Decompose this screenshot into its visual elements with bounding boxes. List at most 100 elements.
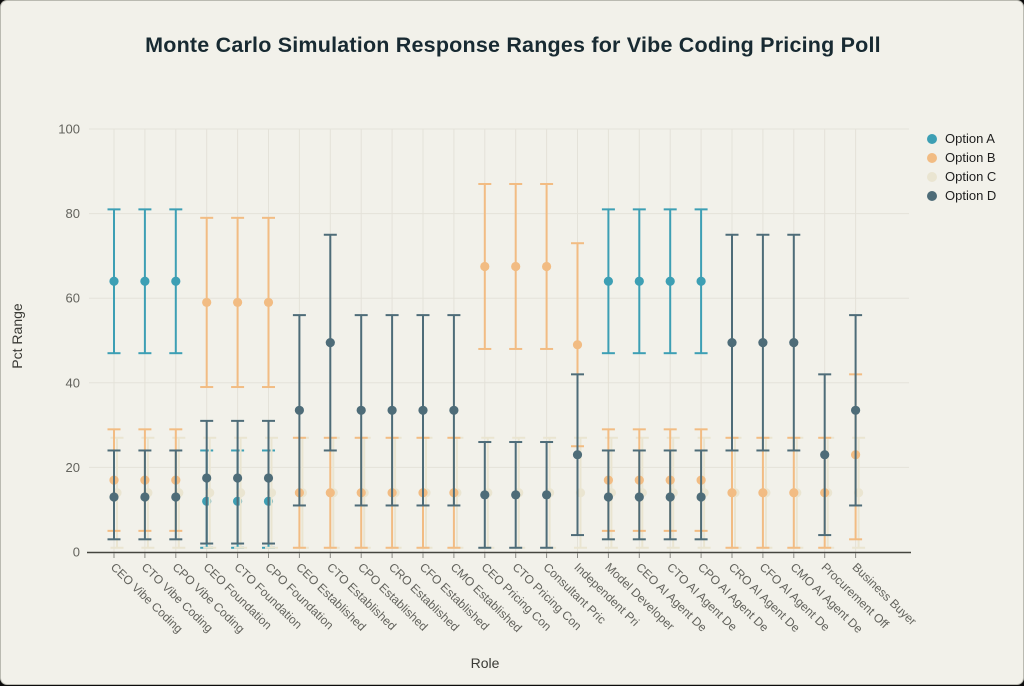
error-bar	[664, 209, 677, 353]
legend-label: Option A	[945, 132, 995, 146]
legend-label: Option C	[945, 170, 996, 184]
error-bar	[509, 184, 522, 349]
y-tick-label: 40	[66, 375, 80, 390]
legend-item-option-b[interactable]: Option B	[927, 151, 996, 165]
mean-marker	[789, 338, 798, 347]
mean-marker	[758, 488, 767, 497]
error-bar	[818, 374, 831, 535]
mean-marker	[171, 277, 180, 286]
mean-marker	[758, 338, 767, 347]
error-bar	[849, 315, 862, 505]
mean-marker	[140, 492, 149, 501]
error-bar	[138, 209, 151, 353]
error-bar	[386, 315, 399, 505]
mean-marker	[820, 450, 829, 459]
legend-label: Option B	[945, 151, 996, 165]
mean-marker	[697, 277, 706, 286]
mean-marker	[326, 338, 335, 347]
error-bar	[756, 438, 769, 548]
mean-marker	[511, 262, 520, 271]
mean-marker	[264, 473, 273, 482]
y-tick-label: 60	[66, 291, 80, 306]
mean-marker	[604, 277, 613, 286]
mean-marker	[202, 473, 211, 482]
mean-marker	[480, 490, 489, 499]
error-bar	[169, 209, 182, 353]
mean-marker	[449, 406, 458, 415]
mean-marker	[789, 488, 798, 497]
mean-marker	[666, 277, 675, 286]
error-bar	[262, 218, 275, 387]
error-bar	[231, 421, 244, 544]
error-bar	[787, 235, 800, 451]
error-bar	[478, 442, 491, 548]
y-tick-label: 100	[58, 122, 80, 137]
mean-marker	[233, 473, 242, 482]
error-bar	[726, 438, 739, 548]
mean-marker	[727, 488, 736, 497]
mean-marker	[326, 488, 335, 497]
error-bar	[787, 438, 800, 548]
error-bar	[234, 438, 247, 548]
error-bar	[262, 421, 275, 544]
mean-marker	[109, 492, 118, 501]
legend: Option A Option B Option C Option D	[927, 132, 996, 203]
error-bar	[200, 218, 213, 387]
error-bar	[293, 315, 306, 505]
mean-marker	[171, 492, 180, 501]
mean-marker	[697, 492, 706, 501]
y-tick-label: 0	[73, 545, 80, 560]
error-bar	[324, 235, 337, 451]
legend-swatch	[927, 172, 937, 182]
mean-marker	[202, 298, 211, 307]
mean-marker	[295, 406, 304, 415]
error-bar	[447, 315, 460, 505]
error-bar	[756, 235, 769, 451]
error-bar	[726, 235, 739, 451]
gridlines	[89, 129, 909, 552]
mean-marker	[233, 298, 242, 307]
error-bar	[265, 438, 278, 548]
mean-marker	[635, 277, 644, 286]
mean-marker	[140, 277, 149, 286]
series-option-a	[108, 209, 708, 547]
mean-marker	[357, 406, 366, 415]
legend-item-option-d[interactable]: Option D	[927, 189, 996, 203]
mean-marker	[666, 492, 675, 501]
error-bar	[540, 184, 553, 349]
mean-marker	[388, 406, 397, 415]
error-bar	[203, 438, 216, 548]
legend-item-option-a[interactable]: Option A	[927, 132, 996, 146]
error-bar	[695, 209, 708, 353]
mean-marker	[727, 338, 736, 347]
legend-swatch	[927, 134, 937, 144]
mean-marker	[418, 406, 427, 415]
mean-marker	[573, 450, 582, 459]
y-tick-label: 20	[66, 460, 80, 475]
legend-label: Option D	[945, 189, 996, 203]
error-bar	[478, 184, 491, 349]
error-bar	[540, 442, 553, 548]
mean-marker	[542, 490, 551, 499]
error-bar	[602, 209, 615, 353]
error-bar	[355, 315, 368, 505]
mean-marker	[109, 277, 118, 286]
legend-item-option-c[interactable]: Option C	[927, 170, 996, 184]
legend-swatch	[927, 153, 937, 163]
error-bar	[200, 421, 213, 544]
error-bar	[108, 209, 121, 353]
mean-marker	[480, 262, 489, 271]
error-bar	[417, 315, 430, 505]
error-bar	[231, 218, 244, 387]
error-bar	[509, 442, 522, 548]
error-bar	[633, 209, 646, 353]
error-bar	[324, 438, 337, 548]
mean-marker	[573, 340, 582, 349]
error-bar	[571, 374, 584, 535]
mean-marker	[851, 406, 860, 415]
mean-marker	[604, 492, 613, 501]
mean-marker	[635, 492, 644, 501]
